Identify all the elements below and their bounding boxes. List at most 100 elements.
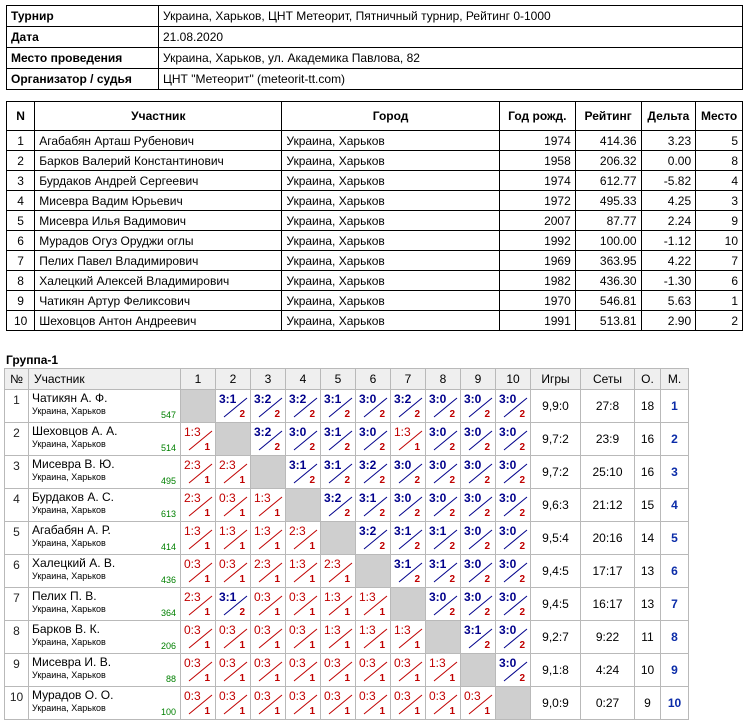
match-points: 1 bbox=[309, 607, 315, 618]
participant-city: Украина, Харьков bbox=[281, 270, 500, 291]
cross-player-cell: Мисевра В. Ю. Украина, Харьков 495 bbox=[28, 455, 181, 489]
match-points: 1 bbox=[274, 574, 280, 585]
match-points: 2 bbox=[484, 607, 490, 618]
cross-row-number: 4 bbox=[4, 488, 29, 522]
cross-row-number: 2 bbox=[4, 422, 29, 456]
match-result-cell: 0:3 1 bbox=[390, 686, 426, 720]
result-divider-line bbox=[188, 529, 213, 550]
match-result-cell: 0:3 1 bbox=[320, 653, 356, 687]
result-divider-line bbox=[223, 595, 248, 616]
cross-sets: 0:27 bbox=[580, 686, 635, 720]
match-result-cell: 3:2 2 bbox=[390, 389, 426, 423]
cross-diagonal-cell bbox=[320, 521, 356, 555]
match-points: 2 bbox=[449, 541, 455, 552]
cross-player-name: Бурдаков А. С. bbox=[32, 490, 114, 504]
header-delta: Дельта bbox=[640, 101, 697, 131]
cross-header-place: М. bbox=[660, 368, 689, 390]
cross-place: 9 bbox=[660, 653, 689, 687]
cross-place: 6 bbox=[660, 554, 689, 588]
participant-birth-year: 2007 bbox=[498, 210, 576, 231]
cross-player-name: Барков В. К. bbox=[32, 622, 100, 636]
match-result-cell: 3:2 2 bbox=[250, 422, 286, 456]
participant-city: Украина, Харьков bbox=[281, 210, 500, 231]
cross-player-rating: 88 bbox=[165, 674, 176, 684]
cross-sets: 23:9 bbox=[580, 422, 635, 456]
match-score: 2:3 bbox=[254, 557, 271, 571]
participant-place: 3 bbox=[695, 190, 743, 211]
match-score: 0:3 bbox=[184, 623, 201, 637]
result-divider-line bbox=[293, 529, 318, 550]
match-result-cell: 2:3 1 bbox=[250, 554, 286, 588]
result-divider-line bbox=[468, 397, 493, 418]
result-divider-line bbox=[503, 595, 528, 616]
result-divider-line bbox=[468, 430, 493, 451]
cross-points: 10 bbox=[634, 653, 661, 687]
match-points: 1 bbox=[204, 673, 210, 684]
match-score: 3:1 bbox=[289, 458, 307, 472]
cross-player-rating: 613 bbox=[160, 509, 176, 519]
result-divider-line bbox=[293, 463, 318, 484]
result-divider-line bbox=[328, 463, 353, 484]
cross-header-opponent-5: 5 bbox=[320, 368, 356, 390]
match-result-cell: 0:3 1 bbox=[250, 587, 286, 621]
match-points: 1 bbox=[274, 508, 280, 519]
result-divider-line bbox=[293, 562, 318, 583]
participant-city: Украина, Харьков bbox=[281, 250, 500, 271]
match-points: 2 bbox=[519, 640, 525, 651]
match-points: 2 bbox=[344, 442, 350, 453]
cross-games: 9,6:3 bbox=[530, 488, 581, 522]
cross-player-rating: 547 bbox=[160, 410, 176, 420]
cross-header-opponent-8: 8 bbox=[425, 368, 461, 390]
cross-row-number: 10 bbox=[4, 686, 29, 720]
participants-table: N Участник Город Год рожд. Рейтинг Дельт… bbox=[5, 101, 743, 331]
match-points: 1 bbox=[274, 640, 280, 651]
cross-sets: 4:24 bbox=[580, 653, 635, 687]
match-result-cell: 3:0 2 bbox=[460, 422, 496, 456]
match-points: 1 bbox=[204, 640, 210, 651]
match-score: 0:3 bbox=[429, 689, 446, 703]
participant-row: 9 Чатикян Артур Феликсович Украина, Харько… bbox=[5, 290, 743, 311]
match-result-cell: 3:0 2 bbox=[460, 488, 496, 522]
match-points: 2 bbox=[414, 541, 420, 552]
match-score: 3:0 bbox=[394, 458, 412, 472]
match-score: 3:1 bbox=[464, 623, 482, 637]
match-points: 2 bbox=[414, 409, 420, 420]
cross-row: 6 Халецкий А. В. Украина, Харьков 436 0:3 1 0:… bbox=[4, 554, 689, 588]
cross-player-rating: 206 bbox=[160, 641, 176, 651]
match-score: 0:3 bbox=[184, 689, 201, 703]
cross-row-number: 5 bbox=[4, 521, 29, 555]
match-score: 3:2 bbox=[359, 524, 377, 538]
match-points: 2 bbox=[449, 574, 455, 585]
match-points: 1 bbox=[344, 574, 350, 585]
match-points: 1 bbox=[449, 706, 455, 717]
result-divider-line bbox=[398, 397, 423, 418]
info-row: Место проведения Украина, Харьков, ул. Ак… bbox=[6, 47, 743, 69]
participant-rating: 436.30 bbox=[574, 270, 642, 291]
match-score: 3:2 bbox=[324, 491, 342, 505]
match-result-cell: 3:0 2 bbox=[355, 422, 391, 456]
match-score: 3:0 bbox=[429, 458, 447, 472]
cross-row: 8 Барков В. К. Украина, Харьков 206 0:3 1 0:3 1… bbox=[4, 620, 689, 654]
info-label: Место проведения bbox=[6, 47, 159, 69]
match-points: 1 bbox=[204, 442, 210, 453]
match-score: 1:3 bbox=[429, 656, 446, 670]
match-points: 2 bbox=[484, 508, 490, 519]
cross-sets: 9:22 bbox=[580, 620, 635, 654]
cross-player-rating: 364 bbox=[160, 608, 176, 618]
match-result-cell: 3:1 2 bbox=[320, 455, 356, 489]
result-divider-line bbox=[328, 430, 353, 451]
participant-birth-year: 1970 bbox=[498, 290, 576, 311]
cross-body: 1 Чатикян А. Ф. Украина, Харьков 547 3:1 2 3:2… bbox=[4, 389, 689, 720]
match-score: 1:3 bbox=[289, 557, 306, 571]
header-birth-year: Год рожд. bbox=[498, 101, 576, 131]
match-result-cell: 0:3 1 bbox=[425, 686, 461, 720]
match-points: 1 bbox=[449, 673, 455, 684]
result-divider-line bbox=[258, 661, 283, 682]
match-points: 1 bbox=[309, 640, 315, 651]
result-divider-line bbox=[363, 496, 388, 517]
cross-player-city: Украина, Харьков bbox=[32, 505, 106, 515]
match-result-cell: 3:2 2 bbox=[320, 488, 356, 522]
match-score: 0:3 bbox=[219, 623, 236, 637]
match-result-cell: 2:3 1 bbox=[180, 455, 216, 489]
participant-place: 1 bbox=[695, 290, 743, 311]
